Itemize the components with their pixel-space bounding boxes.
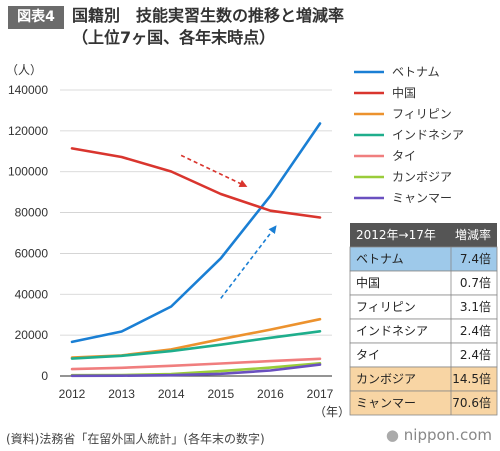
- rate-table-country: タイ: [356, 348, 380, 362]
- chart-subtitle: （上位7ヶ国、各年末時点）: [72, 28, 276, 47]
- rate-table-country: フィリピン: [356, 300, 416, 314]
- brand-logo: ● nippon.com: [386, 426, 492, 444]
- rate-table-rate: 0.7倍: [460, 275, 491, 290]
- y-tick-label: 20000: [15, 328, 49, 342]
- rate-table-country: インドネシア: [356, 324, 428, 338]
- y-tick-label: 60000: [15, 246, 49, 260]
- x-unit-label: （年）: [314, 405, 350, 419]
- brand-name: nippon.com: [399, 426, 492, 444]
- chart-title: 国籍別 技能実習生数の推移と増減率: [72, 6, 345, 25]
- rate-table-rate: 70.6倍: [452, 395, 491, 410]
- rate-table-rate: 2.4倍: [460, 323, 491, 338]
- rate-table-country: ミャンマー: [356, 396, 416, 410]
- rate-table-header-period: 2012年→17年: [356, 228, 436, 242]
- x-tick-label: 2015: [207, 387, 234, 401]
- y-tick-label: 120000: [8, 124, 48, 138]
- rate-table-row: [349, 342, 498, 368]
- series-line: [70, 329, 322, 360]
- legend-label: ベトナム: [392, 65, 440, 79]
- x-tick-label: 2012: [59, 387, 86, 401]
- y-tick-label: 0: [41, 369, 48, 383]
- legend-label: 中国: [392, 85, 416, 100]
- series-line: [70, 357, 322, 371]
- brand-dot-icon: ●: [385, 426, 400, 444]
- x-tick-label: 2016: [257, 387, 284, 401]
- series-line: [70, 317, 322, 359]
- rate-table-header-rate: 増減率: [455, 227, 491, 242]
- rate-table-row: [349, 246, 498, 272]
- legend-label: インドネシア: [392, 128, 464, 142]
- x-tick-label: 2013: [108, 387, 135, 401]
- rate-table-row: [349, 270, 498, 296]
- trend-arrow: [220, 225, 277, 299]
- y-tick-label: 140000: [8, 83, 48, 97]
- trend-arrow: [180, 154, 248, 188]
- series-line: [70, 122, 322, 344]
- x-tick-label: 2014: [158, 387, 185, 401]
- figure-label: 図表4: [8, 6, 64, 29]
- y-tick-label: 40000: [15, 287, 49, 301]
- x-tick-label: 2017: [307, 387, 334, 401]
- rate-table-row: [349, 390, 498, 416]
- y-unit-label: （人）: [6, 63, 42, 77]
- rate-table-country: ベトナム: [356, 252, 404, 266]
- rate-table-rate: 7.4倍: [460, 251, 491, 266]
- legend-label: タイ: [392, 149, 416, 163]
- rate-table-country: カンボジア: [356, 372, 416, 386]
- legend-label: フィリピン: [392, 107, 452, 121]
- rate-table-header: [350, 223, 497, 247]
- rate-table-rate: 2.4倍: [460, 347, 491, 362]
- series-line: [70, 363, 322, 378]
- legend-label: カンボジア: [392, 170, 452, 184]
- line-chart: 0 20000 40000 60000 80000 100000 120000 140000 （…: [6, 63, 498, 419]
- source-note: (資料)法務省「在留外国人統計」(各年末の数字): [6, 432, 265, 446]
- rate-table-row: [349, 294, 498, 320]
- legend-label: ミャンマー: [392, 191, 452, 205]
- chart-header: 図表4 国籍別 技能実習生数の推移と増減率 （上位7ヶ国、各年末時点）: [0, 0, 500, 56]
- rate-table-country: 中国: [356, 275, 380, 290]
- y-tick-label: 100000: [8, 165, 48, 179]
- y-tick-label: 80000: [15, 206, 49, 220]
- rate-table-row: [349, 318, 498, 344]
- rate-table-rate: 3.1倍: [460, 299, 491, 314]
- rate-table-rate: 14.5倍: [452, 371, 491, 386]
- series-line: [70, 147, 322, 219]
- rate-table-row: [349, 366, 498, 392]
